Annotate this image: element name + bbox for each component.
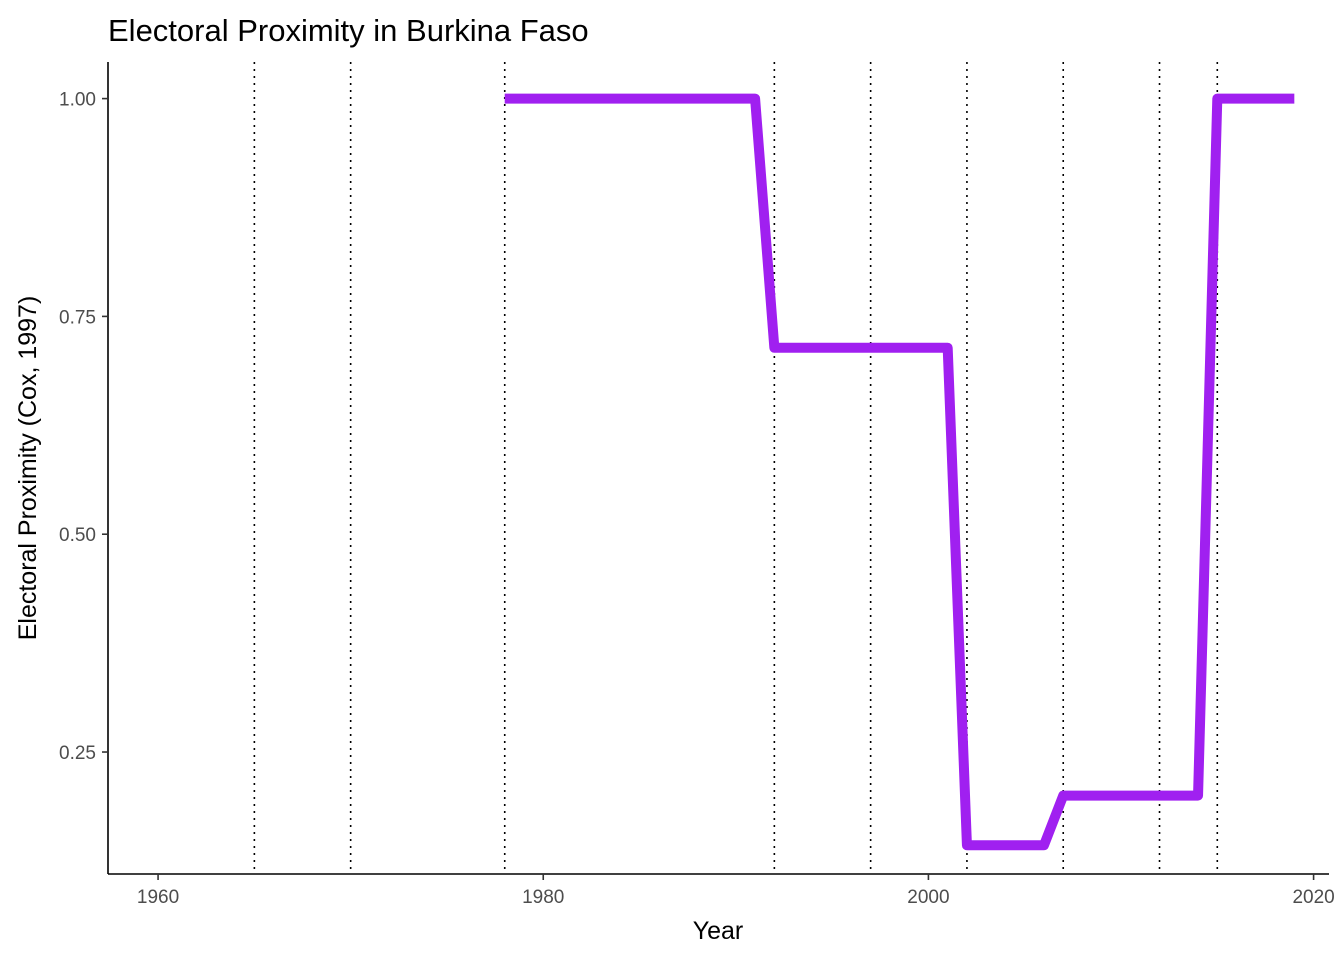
y-tick-label: 1.00 [59, 90, 96, 111]
x-tick-label: 1980 [522, 887, 564, 908]
y-tick-label: 0.50 [59, 525, 96, 546]
series-line-0 [504, 93, 1295, 851]
chart-title: Electoral Proximity in Burkina Faso [108, 13, 589, 48]
x-tick-label: 1960 [137, 887, 179, 908]
x-axis-title: Year [693, 917, 744, 945]
election-year-lines [253, 62, 1219, 874]
y-tick-label: 0.75 [59, 307, 96, 328]
y-axis-title: Electoral Proximity (Cox, 1997) [14, 296, 42, 641]
y-axis-ticks: 0.25 0.50 0.75 1.00 [59, 90, 108, 764]
x-tick-label: 2020 [1292, 887, 1334, 908]
x-tick-label: 2000 [907, 887, 949, 908]
x-axis-ticks: 1960 1980 2000 2020 [137, 874, 1335, 908]
series-layer [504, 93, 1295, 851]
y-tick-label: 0.25 [59, 743, 96, 764]
